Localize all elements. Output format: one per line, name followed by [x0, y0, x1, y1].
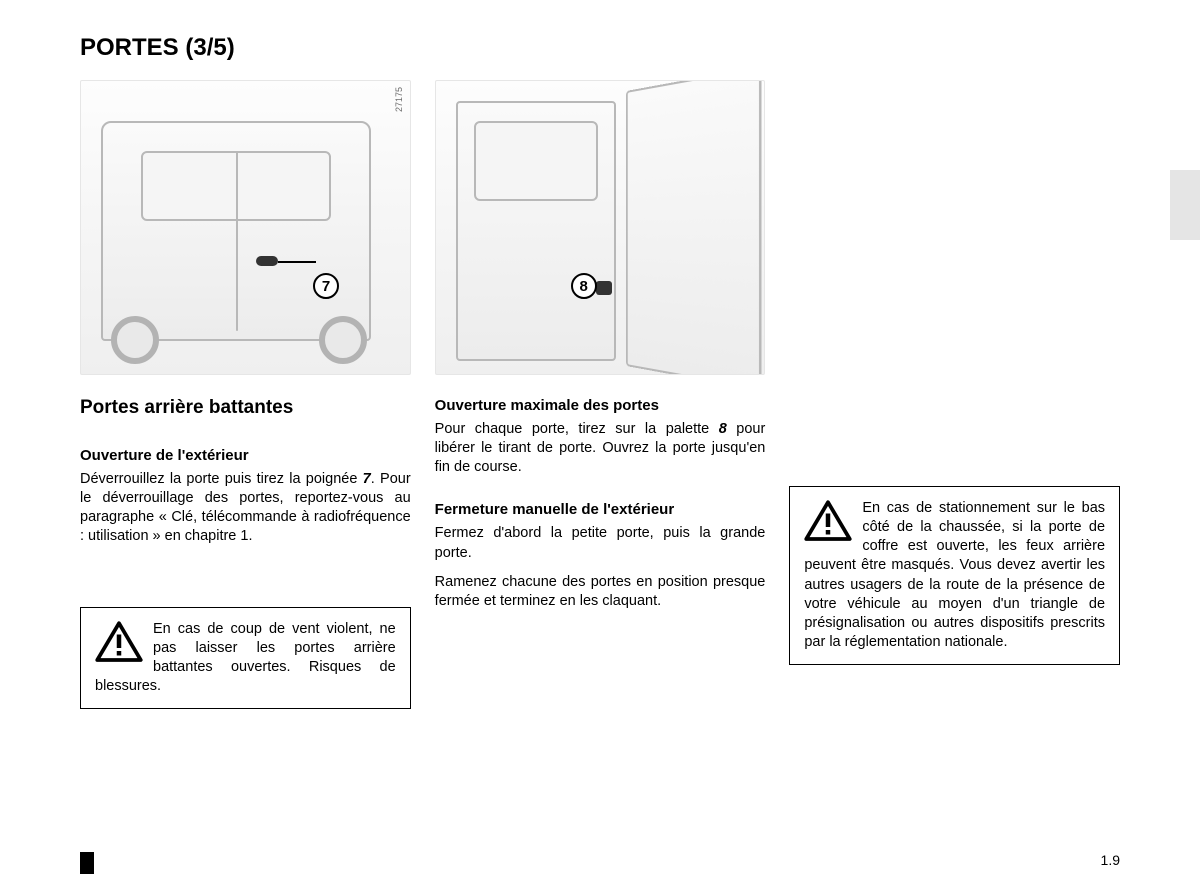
column-1: 27175 7 Portes arrière battantes Ouvertu…	[80, 80, 411, 709]
side-tab	[1170, 170, 1200, 240]
page-number: 1.9	[1101, 852, 1120, 868]
warning-content: En cas de coup de vent violent, ne pas l…	[95, 620, 396, 697]
content-columns: 27175 7 Portes arrière battantes Ouvertu…	[80, 80, 1120, 709]
figure-code: 27175	[394, 87, 404, 112]
reference-7: 7	[363, 471, 371, 487]
manual-page: PORTES (3/5) 27175 7 Portes arrière batt…	[0, 0, 1200, 888]
callout-8-label: 8	[580, 278, 588, 295]
column-2: 27363 8 Ouverture maximale des portes Po…	[435, 80, 766, 709]
column-3: En cas de stationnement sur le bas côté …	[789, 80, 1120, 709]
subheading-open-exterior: Ouverture de l'extérieur	[80, 447, 411, 464]
callout-7-label: 7	[322, 278, 330, 295]
warning-triangle-icon	[804, 499, 852, 543]
callout-8: 8	[571, 273, 597, 299]
subheading-max-open: Ouverture maximale des portes	[435, 397, 766, 414]
paragraph-close-slam: Ramenez chacune des portes en position p…	[435, 573, 766, 611]
footer-mark	[80, 852, 94, 874]
paragraph-open-exterior: Déverrouillez la porte puis tirez la poi…	[80, 470, 411, 547]
figure-door-open-interior: 27363 8	[435, 80, 766, 375]
door-handle-icon	[256, 256, 278, 266]
door-latch-icon	[596, 281, 612, 295]
subheading-manual-close: Fermeture manuelle de l'extérieur	[435, 501, 766, 518]
warning-triangle-icon	[95, 620, 143, 664]
paragraph-close-order: Fermez d'abord la petite porte, puis la …	[435, 524, 766, 562]
warning-content: En cas de stationnement sur le bas côté …	[804, 499, 1105, 652]
callout-7: 7	[313, 273, 339, 299]
text-fragment: Déverrouillez la porte puis tirez la poi…	[80, 471, 363, 487]
reference-8: 8	[719, 421, 727, 437]
wheel-right	[319, 316, 367, 364]
paragraph-max-open: Pour chaque porte, tirez sur la palette …	[435, 420, 766, 477]
section-heading-rear-doors: Portes arrière battantes	[80, 397, 411, 419]
warning-box-parking: En cas de stationnement sur le bas côté …	[789, 486, 1120, 665]
wheel-left	[111, 316, 159, 364]
door-split	[236, 151, 238, 331]
warning-box-wind: En cas de coup de vent violent, ne pas l…	[80, 607, 411, 710]
right-door-panel-open	[626, 80, 761, 375]
page-title: PORTES (3/5)	[80, 34, 1120, 62]
left-door-window	[474, 121, 598, 201]
text-fragment: Pour chaque porte, tirez sur la palette	[435, 421, 719, 437]
leader-line	[278, 261, 316, 263]
figure-rear-doors-exterior: 27175 7	[80, 80, 411, 375]
